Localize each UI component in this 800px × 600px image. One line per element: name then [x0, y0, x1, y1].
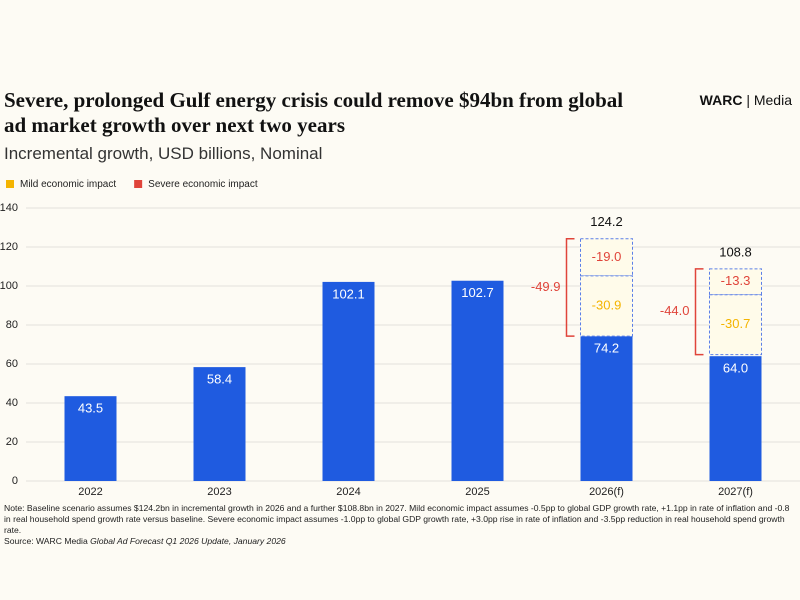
chart-title: Severe, prolonged Gulf energy crisis cou…	[4, 88, 624, 137]
legend-swatch	[6, 180, 14, 188]
source-title: Global Ad Forecast Q1 2026 Update, Janua…	[90, 536, 286, 546]
impact-segment	[580, 275, 633, 337]
note-block: Note: Baseline scenario assumes $124.2bn…	[4, 503, 796, 547]
total-label: 124.2	[590, 214, 623, 229]
combined-label: -44.0	[660, 303, 690, 318]
brand-sub: | Media	[746, 92, 792, 108]
impact-segment	[709, 294, 762, 356]
impact-label: -19.0	[592, 249, 622, 264]
y-tick-label: 0	[12, 475, 18, 487]
legend-label: Mild economic impact	[20, 179, 116, 190]
impact-bracket	[694, 268, 704, 356]
bar-value-label: 43.5	[78, 401, 103, 416]
source: Source: WARC Media Global Ad Forecast Q1…	[4, 536, 796, 547]
impact-segment	[709, 268, 762, 296]
bar	[709, 356, 762, 481]
bar	[451, 280, 504, 481]
y-tick-label: 60	[6, 358, 18, 370]
bar	[580, 336, 633, 481]
impact-bracket	[565, 238, 575, 337]
bar-value-label: 102.7	[461, 285, 494, 300]
bar-value-label: 102.1	[332, 286, 365, 301]
bar-value-label: 64.0	[723, 361, 748, 376]
y-tick-label: 120	[0, 241, 18, 253]
legend-label: Severe economic impact	[148, 179, 258, 190]
y-tick-label: 40	[6, 397, 18, 409]
bar-value-label: 58.4	[207, 372, 232, 387]
y-tick-label: 80	[6, 319, 18, 331]
combined-label: -49.9	[531, 279, 561, 294]
x-tick-label: 2027(f)	[718, 486, 753, 498]
impact-label: -30.9	[592, 297, 622, 312]
impact-label: -13.3	[721, 273, 751, 288]
brand-name: WARC	[699, 92, 743, 108]
bar	[64, 396, 117, 481]
bar-value-label: 74.2	[594, 341, 619, 356]
x-tick-label: 2026(f)	[589, 486, 624, 498]
chart: Mild economic impact Severe economic impa…	[0, 179, 800, 498]
impact-label: -30.7	[721, 316, 751, 331]
legend-swatch	[134, 180, 143, 188]
y-tick-label: 20	[6, 436, 18, 448]
bar	[322, 281, 375, 481]
source-label: Source: WARC Media	[4, 536, 88, 546]
note: Note: Baseline scenario assumes $124.2bn…	[4, 503, 790, 535]
brand: WARC | Media	[700, 92, 792, 108]
chart-subtitle: Incremental growth, USD billions, Nomina…	[4, 144, 323, 163]
bar	[193, 367, 246, 481]
x-tick-label: 2024	[336, 486, 360, 498]
x-tick-label: 2023	[207, 486, 231, 498]
y-tick-label: 100	[0, 280, 18, 292]
total-label: 108.8	[719, 244, 752, 259]
x-tick-label: 2025	[465, 486, 489, 498]
y-tick-label: 140	[0, 202, 18, 214]
x-tick-label: 2022	[78, 486, 102, 498]
